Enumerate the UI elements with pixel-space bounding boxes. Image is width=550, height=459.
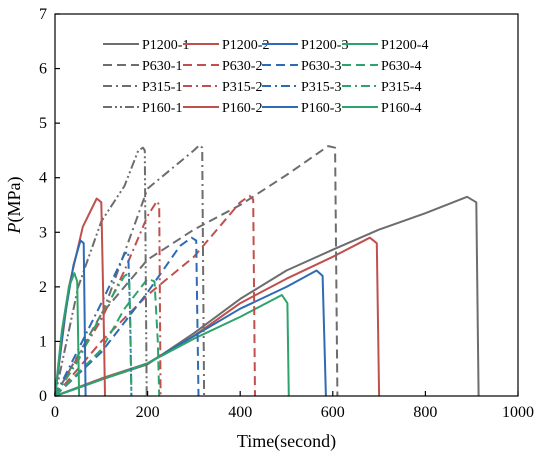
legend-label: P315-4 (381, 80, 421, 95)
y-tick-label: 4 (39, 170, 47, 187)
series-line-p160-4 (54, 272, 81, 397)
legend: P1200-1 P1200-2 P1200-3 P1200-4 P630-1 P630-2… (103, 38, 428, 116)
legend-label: P630-3 (301, 59, 341, 74)
legend-label: P1200-1 (142, 38, 189, 53)
legend-label: P630-1 (142, 59, 182, 74)
y-axis-title-symbol: P (4, 223, 24, 235)
x-tick-label: 600 (321, 404, 345, 421)
x-tick-label: 0 (51, 404, 59, 421)
series-line-p630-2 (54, 194, 256, 397)
series-line-p630-1 (54, 145, 339, 397)
x-tick-label: 200 (136, 404, 160, 421)
series-line-p1200-4 (54, 294, 290, 397)
legend-label: P315-3 (301, 80, 341, 95)
series-line-p630-3 (54, 236, 200, 397)
legend-label: P1200-3 (301, 38, 348, 53)
axis-ticks: 0 200 400 600 800 1000 0 1 2 3 4 5 6 7 (39, 6, 534, 421)
plot-frame (54, 13, 519, 397)
series-line-p315-4 (54, 272, 133, 397)
y-tick-label: 0 (39, 388, 47, 405)
legend-label: P160-1 (142, 101, 182, 116)
legend-label: P160-4 (381, 101, 421, 116)
legend-label: P1200-4 (381, 38, 428, 53)
legend-label: P315-1 (142, 80, 182, 95)
series-line-p1200-3 (54, 269, 327, 397)
series-line-p160-2 (54, 197, 106, 397)
x-axis-title: Time(second) (237, 431, 336, 452)
y-tick-label: 6 (39, 61, 47, 78)
series-line-p315-2 (54, 200, 162, 397)
legend-label: P160-2 (222, 101, 262, 116)
y-tick-label: 7 (39, 6, 47, 23)
y-axis-title: P(MPa) (4, 177, 25, 235)
x-tick-label: 1000 (502, 404, 534, 421)
legend-label: P315-2 (222, 80, 262, 95)
y-tick-label: 2 (39, 279, 47, 296)
legend-label: P1200-2 (222, 38, 269, 53)
legend-label: P630-4 (381, 59, 421, 74)
y-axis-title-unit: (MPa) (4, 177, 25, 223)
legend-label: P160-3 (301, 101, 341, 116)
series-line-p315-3 (54, 250, 133, 397)
y-tick-label: 3 (39, 224, 47, 241)
series-line-p160-1 (54, 146, 148, 397)
series-line-p315-1 (54, 144, 206, 397)
y-tick-label: 1 (39, 333, 47, 350)
series-line-p630-4 (54, 277, 161, 397)
x-tick-label: 400 (228, 404, 252, 421)
legend-label: P630-2 (222, 59, 262, 74)
plot-lines (54, 144, 480, 397)
x-tick-label: 800 (413, 404, 437, 421)
y-tick-label: 5 (39, 115, 47, 132)
